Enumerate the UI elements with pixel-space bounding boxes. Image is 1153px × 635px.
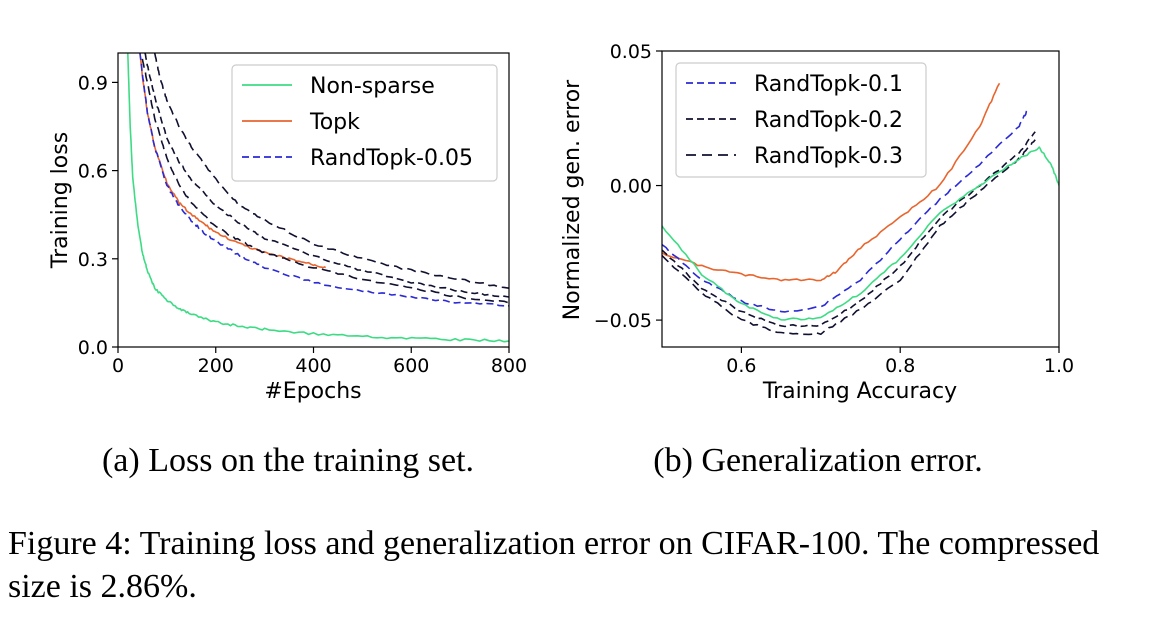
legend-b-label-randtopk-01: RandTopk-0.1: [754, 72, 903, 97]
plot-b-xlabel: Training Accuracy: [762, 379, 957, 404]
plot-b-area: [662, 82, 1059, 336]
plot-a-ticks: 0 200 400 600 800 0.0 0.3 0.6 0.9: [78, 72, 527, 377]
series-line-b-4: [662, 146, 1059, 321]
series-line-b-3: [662, 139, 1036, 336]
xtick-label-b-1: 0.8: [885, 355, 915, 377]
plot-b-ticks: 0.6 0.8 1.0 −0.05 0.00 0.05: [594, 41, 1074, 377]
figure-canvas: 0 200 400 600 800 0.0 0.3 0.6 0.9 #Epochs Traini…: [48, 41, 1074, 479]
plot-a-ylabel: Training loss: [48, 132, 73, 269]
legend-a-label-randtopk-005: RandTopk-0.05: [310, 146, 473, 171]
xtick-label-a-3: 600: [393, 355, 429, 377]
series-line-a-2: [139, 53, 509, 307]
ytick-label-a-0: 0.0: [78, 337, 108, 359]
plot-a-xlabel: #Epochs: [264, 379, 361, 404]
ytick-label-a-1: 0.3: [78, 249, 108, 271]
plot-b-ylabel: Normalized gen. error: [560, 79, 585, 320]
subcaption-b: (b) Generalization error.: [653, 442, 982, 479]
legend-b-label-randtopk-03: RandTopk-0.3: [754, 144, 903, 169]
xtick-label-a-4: 800: [491, 355, 527, 377]
legend-a-label-non-sparse: Non-sparse: [310, 74, 435, 99]
plot-b-legend: RandTopk-0.1 RandTopk-0.2 RandTopk-0.3: [675, 62, 927, 178]
series-line-a-3: [141, 58, 509, 304]
subcaption-a: (a) Loss on the training set.: [102, 442, 474, 479]
panel-a-training-loss: 0 200 400 600 800 0.0 0.3 0.6 0.9 #Epochs Traini…: [48, 52, 527, 404]
panel-b-generalization-error: 0.6 0.8 1.0 −0.05 0.00 0.05 Training Accuracy…: [560, 41, 1074, 404]
series-line-a-0: [127, 53, 509, 343]
plot-a-legend-box: [231, 64, 498, 182]
plot-a-legend: Non-sparse Topk RandTopk-0.05: [231, 64, 498, 182]
plot-b-legend-box: [675, 62, 927, 178]
legend-a-label-topk: Topk: [309, 110, 360, 135]
legend-b-label-randtopk-02: RandTopk-0.2: [754, 108, 903, 133]
series-line-b-1: [662, 109, 1028, 313]
xtick-label-a-0: 0: [112, 355, 124, 377]
xtick-label-b-2: 1.0: [1044, 355, 1074, 377]
ytick-label-b-0: −0.05: [594, 310, 652, 332]
series-line-b-0: [662, 82, 1001, 282]
xtick-label-a-2: 400: [295, 355, 331, 377]
xtick-label-a-1: 200: [198, 355, 234, 377]
ytick-label-b-2: 0.05: [610, 41, 652, 63]
xtick-label-b-0: 0.6: [726, 355, 756, 377]
series-line-b-2: [662, 131, 1036, 328]
ytick-label-a-2: 0.6: [78, 161, 108, 183]
plot-b-frame: [661, 50, 1060, 348]
ytick-label-a-3: 0.9: [78, 72, 108, 94]
figure-caption: Figure 4: Training loss and generalizati…: [8, 525, 1100, 605]
plot-a-area: [127, 53, 509, 343]
series-line-a-4: [144, 53, 509, 298]
series-line-a-5: [153, 53, 509, 289]
ytick-label-b-1: 0.00: [610, 176, 652, 198]
